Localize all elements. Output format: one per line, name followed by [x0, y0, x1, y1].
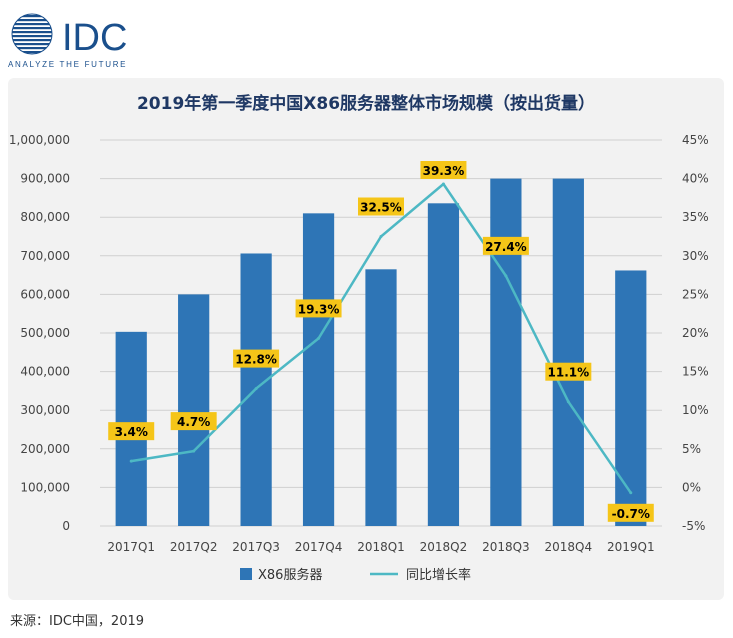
chart: 2019年第一季度中国X86服务器整体市场规模（按出货量） 0 100,000 20…: [9, 93, 709, 583]
bar: [178, 294, 210, 526]
bar: [365, 269, 397, 526]
right-tick-label: 45%: [682, 133, 709, 147]
right-tick-label: 15%: [682, 365, 709, 379]
legend-bar-label: X86服务器: [258, 567, 322, 583]
x-tick-label: 2019Q1: [607, 540, 655, 554]
growth-label-box: [295, 299, 342, 318]
left-tick-label: 500,000: [20, 326, 70, 340]
x-tick-label: 2018Q2: [420, 540, 468, 554]
legend: X86服务器 同比增长率: [240, 567, 471, 583]
logo-tagline: ANALYZE THE FUTURE: [8, 60, 128, 69]
growth-label: 11.1%: [545, 362, 592, 381]
idc-logo: IDC ANALYZE THE FUTURE: [6, 8, 156, 69]
growth-label: 32.5%: [358, 197, 404, 216]
left-tick-label: 700,000: [20, 249, 70, 263]
growth-label-text: 27.4%: [485, 240, 527, 254]
logo-brand-text: IDC: [62, 17, 127, 59]
legend-line-label: 同比增长率: [406, 567, 471, 583]
right-tick-label: 0%: [682, 480, 701, 494]
right-tick-label: 5%: [682, 442, 701, 456]
growth-point: [129, 459, 133, 463]
growth-label: 27.4%: [482, 236, 529, 255]
x-tick-label: 2018Q4: [545, 540, 593, 554]
globe-outline: [11, 13, 53, 55]
growth-label-text: 12.8%: [235, 353, 277, 367]
growth-point: [629, 491, 633, 495]
growth-label-box: [170, 412, 217, 431]
idc-logo-mark: IDC: [11, 13, 127, 59]
bar: [552, 178, 584, 526]
left-tick-label: 600,000: [20, 287, 70, 301]
growth-point: [254, 387, 258, 391]
growth-label: 4.7%: [170, 412, 217, 431]
growth-label-box: [482, 236, 529, 255]
growth-label: 19.3%: [295, 299, 342, 318]
right-tick-label: 10%: [682, 403, 709, 417]
bar-series: [115, 178, 647, 526]
right-tick-label: 20%: [682, 326, 709, 340]
globe-icon: [12, 14, 52, 54]
right-axis: -5% 0% 5% 10% 15% 20% 25% 30% 35% 40% 45%: [682, 133, 709, 533]
growth-point: [566, 400, 570, 404]
growth-label: 12.8%: [233, 349, 280, 368]
growth-label-text: 4.7%: [177, 415, 210, 429]
x-tick-label: 2017Q4: [295, 540, 343, 554]
bar: [490, 178, 522, 526]
chart-title: 2019年第一季度中国X86服务器整体市场规模（按出货量）: [137, 93, 595, 114]
growth-data-labels: 3.4% 4.7% 12.8% 19.3% 32.5% 39.3% 27.4% 11.1% -0…: [108, 161, 654, 522]
x-axis: 2017Q1 2017Q2 2017Q3 2017Q4 2018Q1 2018Q2 2018…: [107, 540, 654, 554]
growth-label: -0.7%: [607, 503, 654, 522]
bar: [302, 213, 335, 526]
growth-label-text: -0.7%: [612, 507, 650, 521]
left-tick-label: 100,000: [20, 480, 70, 494]
growth-line-series: [129, 182, 633, 495]
legend-bar-swatch: [240, 568, 252, 580]
right-tick-label: 25%: [682, 287, 709, 301]
growth-point: [192, 449, 196, 453]
growth-label-text: 19.3%: [298, 302, 340, 316]
growth-point: [504, 274, 508, 278]
left-tick-label: 1,000,000: [9, 133, 70, 147]
x-tick-label: 2017Q3: [232, 540, 280, 554]
left-tick-label: 800,000: [20, 210, 70, 224]
growth-label-box: [545, 362, 592, 381]
left-tick-label: 300,000: [20, 403, 70, 417]
right-tick-label: -5%: [682, 519, 705, 533]
left-tick-label: 0: [62, 519, 70, 533]
chart-panel: 2019年第一季度中国X86服务器整体市场规模（按出货量） 0 100,000 20…: [8, 78, 724, 600]
growth-point: [317, 336, 321, 340]
source-note: 来源：IDC中国，2019: [10, 614, 145, 629]
growth-point: [441, 182, 445, 186]
x-tick-label: 2018Q1: [357, 540, 405, 554]
growth-point: [379, 235, 383, 238]
x-tick-label: 2017Q2: [170, 540, 218, 554]
growth-label-box: [358, 197, 404, 216]
growth-label-text: 3.4%: [115, 425, 148, 439]
bar: [427, 203, 460, 526]
bar: [615, 270, 647, 526]
left-tick-label: 200,000: [20, 442, 70, 456]
growth-label-box: [420, 161, 467, 180]
x-tick-label: 2017Q1: [107, 540, 155, 554]
growth-label: 39.3%: [420, 161, 467, 180]
growth-label-box: [607, 503, 654, 522]
right-tick-label: 35%: [682, 210, 709, 224]
left-tick-label: 900,000: [20, 172, 70, 186]
growth-label-box: [108, 422, 155, 441]
growth-label-text: 39.3%: [423, 164, 465, 178]
growth-label: 3.4%: [108, 422, 155, 441]
growth-label-box: [233, 349, 280, 368]
right-tick-label: 40%: [682, 172, 709, 186]
left-axis: 0 100,000 200,000 300,000 400,000 500,000 600,…: [9, 133, 70, 533]
growth-label-text: 32.5%: [360, 201, 402, 215]
x-tick-label: 2018Q3: [482, 540, 530, 554]
right-tick-label: 30%: [682, 249, 709, 263]
growth-label-text: 11.1%: [548, 366, 590, 380]
left-tick-label: 400,000: [20, 365, 70, 379]
